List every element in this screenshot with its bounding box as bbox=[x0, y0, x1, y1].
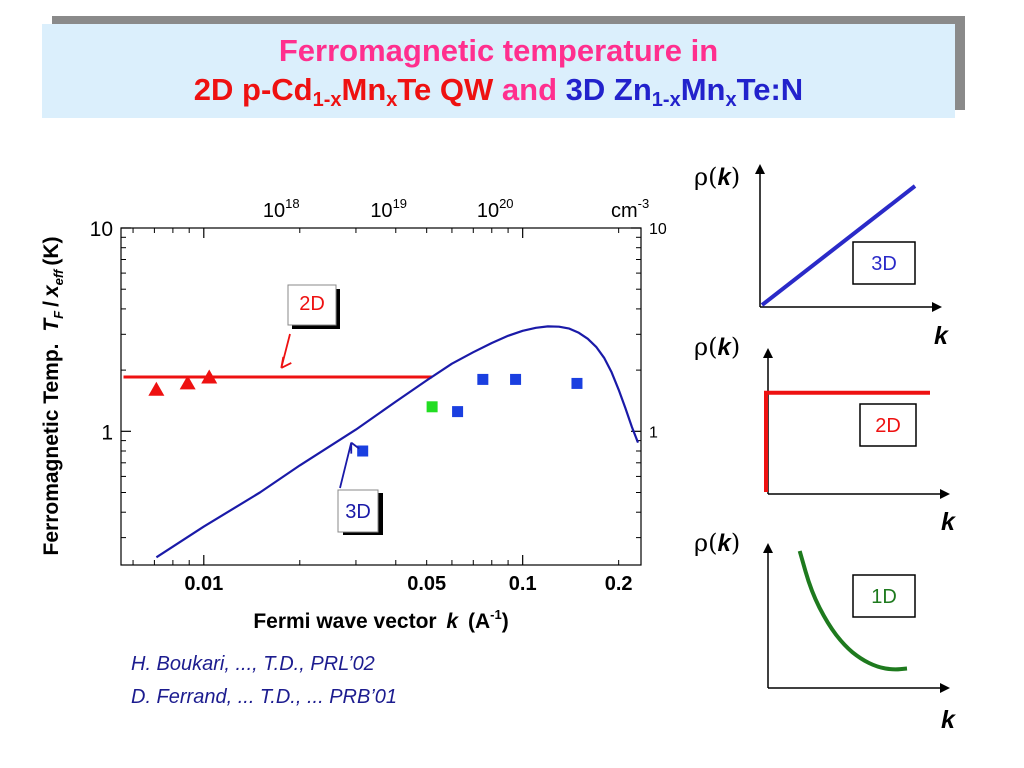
dos-3d-curve bbox=[760, 184, 917, 307]
square-marker bbox=[571, 377, 583, 389]
dos-2d-ylabel: ρ(k) bbox=[694, 333, 740, 361]
callout-3d-arrow bbox=[339, 441, 360, 489]
tick-marks bbox=[121, 227, 641, 565]
triangle-marker bbox=[179, 375, 196, 390]
top-axis-tick-label: 1020 bbox=[477, 196, 514, 222]
x-tick-label: 0.1 bbox=[509, 573, 537, 595]
dos-1d-curve bbox=[797, 550, 908, 672]
dos-1d-label-box bbox=[852, 574, 916, 618]
x-tick-label: 0.2 bbox=[605, 573, 633, 595]
citation-2: D. Ferrand, ... T.D., ... PRB’01 bbox=[131, 686, 398, 708]
plot-frame bbox=[120, 227, 642, 566]
x-tick-label: 0.01 bbox=[184, 573, 223, 595]
y-axis-label: Ferromagnetic Temp. TF/xeff(K) bbox=[40, 237, 66, 556]
x-tick-label: 0.05 bbox=[407, 573, 446, 595]
dos-2d-label: 2D bbox=[875, 415, 901, 437]
dos-2d-label-box bbox=[859, 403, 917, 447]
top-axis-tick-label: 1019 bbox=[370, 196, 407, 222]
dos-1d-xlabel: k bbox=[941, 706, 956, 734]
title-3d-part: 3D Zn1-xMnxTe:N bbox=[565, 72, 804, 111]
dos-2d-xlabel: k bbox=[941, 508, 956, 536]
y-tick-label: 10 bbox=[90, 218, 113, 241]
tick-labels: 0.01 0.05 0.1 0.2 10 1 10 1 1018 1019 1020 bbox=[90, 196, 667, 595]
triangle-marker bbox=[148, 381, 165, 396]
dos-3d-xlabel: k bbox=[934, 322, 949, 350]
dos-panel-3d: ρ(k) 3D k bbox=[694, 163, 949, 350]
dos-1d-ylabel: ρ(k) bbox=[694, 529, 740, 557]
square-marker bbox=[357, 445, 369, 457]
callout-2d-box bbox=[287, 284, 337, 326]
dos-panel-2d: ρ(k) 2D k bbox=[694, 333, 956, 536]
callout-2d-label: 2D bbox=[299, 293, 325, 315]
y-tick-label-right: 10 bbox=[649, 221, 667, 238]
square-marker bbox=[510, 373, 522, 385]
y-tick-label: 1 bbox=[101, 421, 113, 444]
title-line-2: 2D p-Cd1-xMnxTe QW and 3D Zn1-xMnxTe:N bbox=[42, 70, 955, 110]
series-line-3d bbox=[155, 325, 640, 559]
square-marker bbox=[477, 373, 489, 385]
callout-2d-arrow bbox=[280, 333, 292, 369]
x-axis-label: Fermi wave vector k (A-1) bbox=[253, 607, 508, 633]
dos-panel-1d: ρ(k) 1D k bbox=[694, 529, 956, 734]
chart-series bbox=[123, 325, 640, 559]
top-axis-unit: cm-3 bbox=[611, 196, 649, 222]
dos-3d-label-box bbox=[852, 241, 916, 285]
dos-1d-label: 1D bbox=[871, 586, 897, 608]
dos-3d-label: 3D bbox=[871, 253, 897, 275]
slide-title: Ferromagnetic temperature in 2D p-Cd1-xM… bbox=[42, 24, 955, 118]
callout-3d-box bbox=[337, 489, 379, 533]
title-2d-part: 2D p-Cd1-xMnxTe QW bbox=[193, 72, 494, 111]
square-marker bbox=[426, 401, 438, 413]
triangle-marker bbox=[201, 369, 218, 384]
dos-2d-curve bbox=[764, 390, 930, 492]
citation-1: H. Boukari, ..., T.D., PRL’02 bbox=[131, 653, 375, 675]
callout-3d-label: 3D bbox=[345, 501, 371, 523]
top-axis-tick-label: 1018 bbox=[263, 196, 300, 222]
square-marker bbox=[452, 406, 464, 418]
y-tick-label-right: 1 bbox=[649, 424, 658, 441]
dos-3d-ylabel: ρ(k) bbox=[694, 163, 740, 191]
title-line-1: Ferromagnetic temperature in bbox=[278, 33, 719, 68]
title-and: and bbox=[501, 72, 558, 107]
